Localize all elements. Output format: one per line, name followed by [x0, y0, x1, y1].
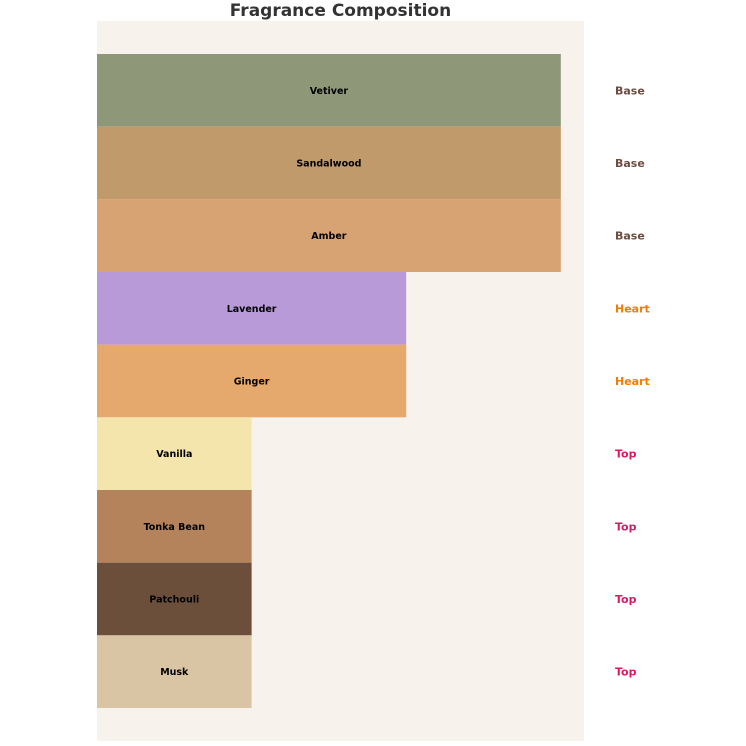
bar-label: Vanilla [156, 449, 192, 460]
tier-label: Top [615, 666, 637, 679]
bar-patchouli [97, 562, 252, 636]
bar-label: Sandalwood [296, 159, 361, 170]
tier-label: Base [615, 84, 645, 97]
bar-musk [97, 635, 252, 708]
bar-label: Patchouli [149, 595, 199, 606]
bar-label: Lavender [227, 304, 277, 315]
bar-amber [97, 199, 561, 272]
bar-label: Vetiver [310, 86, 349, 97]
bar-vetiver [97, 54, 561, 127]
bar-label: Ginger [234, 377, 270, 388]
bar-label: Amber [311, 231, 346, 242]
tier-label: Base [615, 157, 645, 170]
bar-label: Musk [160, 667, 189, 678]
tier-label: Top [615, 593, 637, 606]
bar-label: Tonka Bean [144, 522, 206, 533]
tier-label: Heart [615, 375, 650, 388]
bar-ginger [97, 344, 407, 418]
bar-sandalwood [97, 126, 561, 200]
tier-label: Top [615, 448, 637, 461]
chart-title: Fragrance Composition [229, 1, 452, 21]
bar-vanilla [97, 417, 252, 490]
bar-lavender [97, 272, 407, 345]
tier-label: Top [615, 520, 637, 533]
bar-tonka-bean [97, 490, 252, 563]
tier-label: Heart [615, 302, 650, 315]
tier-label: Base [615, 230, 645, 243]
